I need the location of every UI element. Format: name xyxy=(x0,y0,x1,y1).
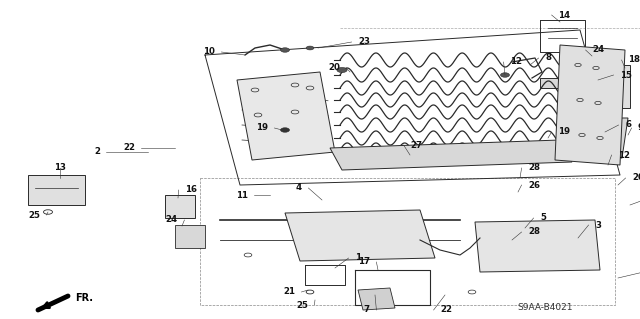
Circle shape xyxy=(280,128,289,132)
Polygon shape xyxy=(475,220,600,272)
Text: 18: 18 xyxy=(628,56,640,64)
Text: 3: 3 xyxy=(595,220,601,229)
Text: FR.: FR. xyxy=(75,293,93,303)
Circle shape xyxy=(306,46,314,50)
Text: 25: 25 xyxy=(28,211,40,219)
Text: 28: 28 xyxy=(528,164,540,173)
Polygon shape xyxy=(237,72,335,160)
Text: 21: 21 xyxy=(283,287,295,296)
Text: 8: 8 xyxy=(545,54,551,63)
Text: 15: 15 xyxy=(620,70,632,79)
Text: 2: 2 xyxy=(94,147,100,157)
Circle shape xyxy=(500,73,509,77)
Text: 17: 17 xyxy=(358,257,370,266)
Polygon shape xyxy=(555,45,625,165)
Polygon shape xyxy=(285,210,435,261)
Polygon shape xyxy=(175,225,205,248)
Circle shape xyxy=(280,48,289,52)
Text: 4: 4 xyxy=(296,183,302,192)
Text: 19: 19 xyxy=(256,123,268,132)
Text: 24: 24 xyxy=(166,216,178,225)
Text: 20: 20 xyxy=(632,174,640,182)
Text: 13: 13 xyxy=(54,164,66,173)
Text: S9AA-B4021: S9AA-B4021 xyxy=(517,303,573,313)
Text: 20: 20 xyxy=(328,63,340,72)
Text: 7: 7 xyxy=(364,306,370,315)
Text: 14: 14 xyxy=(558,11,570,19)
Text: 12: 12 xyxy=(510,57,522,66)
Text: 19: 19 xyxy=(558,128,570,137)
Polygon shape xyxy=(592,118,628,158)
Polygon shape xyxy=(590,65,630,108)
Text: 28: 28 xyxy=(528,227,540,236)
Text: 12: 12 xyxy=(618,151,630,160)
Text: 11: 11 xyxy=(236,190,248,199)
Text: 5: 5 xyxy=(540,213,546,222)
Text: 26: 26 xyxy=(528,181,540,189)
Text: 10: 10 xyxy=(203,48,215,56)
Text: 24: 24 xyxy=(592,46,604,55)
Polygon shape xyxy=(330,140,572,170)
Text: 22: 22 xyxy=(123,144,135,152)
Text: 6: 6 xyxy=(625,121,631,130)
Text: 9: 9 xyxy=(638,123,640,132)
Text: 16: 16 xyxy=(185,186,197,195)
Polygon shape xyxy=(28,175,85,205)
Polygon shape xyxy=(165,195,195,218)
Text: 22: 22 xyxy=(440,306,452,315)
Circle shape xyxy=(337,67,347,72)
Text: 25: 25 xyxy=(296,300,308,309)
Bar xyxy=(540,78,620,88)
Polygon shape xyxy=(358,288,395,310)
Text: 27: 27 xyxy=(410,140,422,150)
Text: 23: 23 xyxy=(358,38,370,47)
Text: 1: 1 xyxy=(355,254,361,263)
